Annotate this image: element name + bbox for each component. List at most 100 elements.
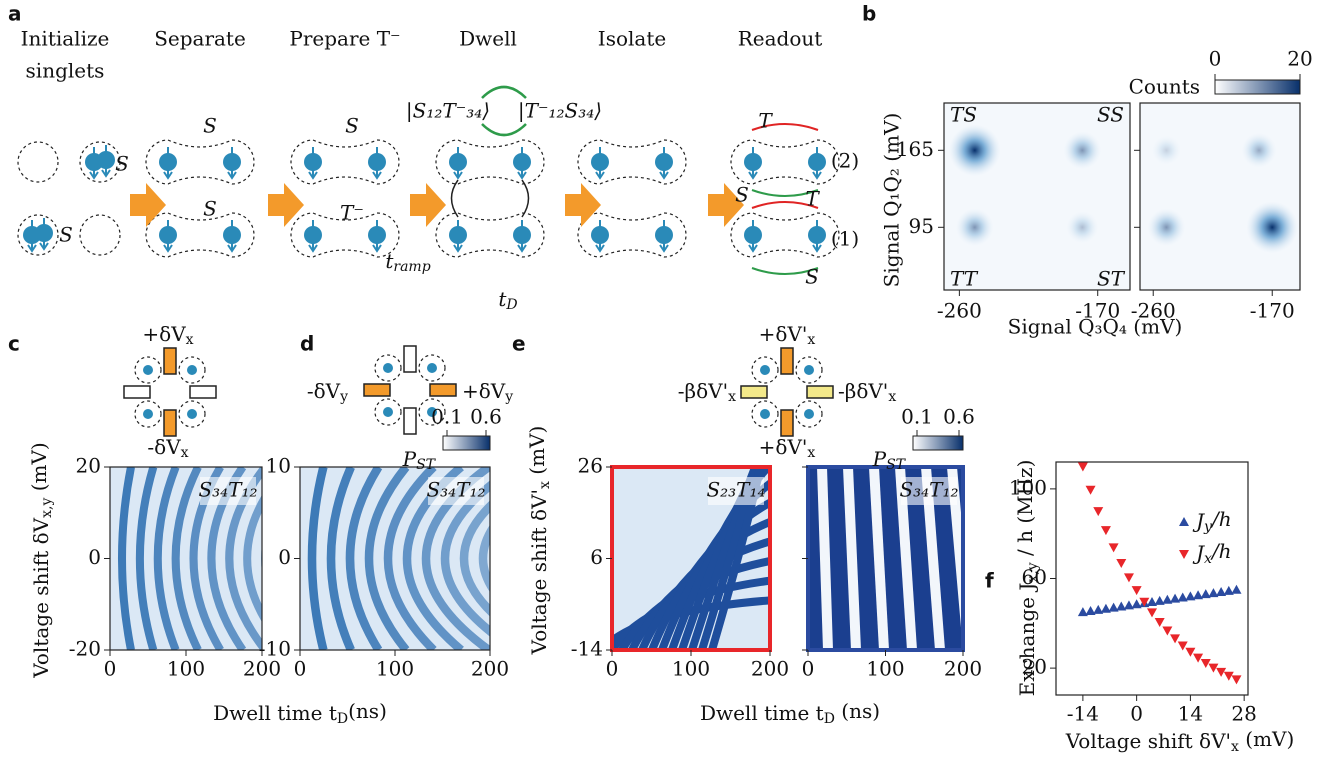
data-point xyxy=(1108,602,1119,612)
spin xyxy=(804,365,814,375)
data-point xyxy=(1231,675,1242,685)
inset-label: S₃₄T₁₂ xyxy=(899,478,958,502)
y-axis-label: Exchange Jx,y / h (MHz) xyxy=(1012,460,1041,697)
y-axis-label-part: x,y xyxy=(39,498,55,518)
panel-label: e xyxy=(512,332,526,356)
x-tick-label: -14 xyxy=(1067,702,1099,726)
count-spot xyxy=(1151,135,1182,166)
gate xyxy=(363,383,391,397)
inset-box xyxy=(200,477,256,505)
gate-label: -δVx xyxy=(147,435,188,461)
gate xyxy=(403,345,417,373)
corner-label: TT xyxy=(950,267,979,291)
corner-label: SS xyxy=(1097,103,1124,127)
gate-label: +δVx xyxy=(142,322,193,348)
gate-label: +δV'x xyxy=(759,435,816,461)
y-axis-label-part: Voltage shift δV xyxy=(29,517,53,678)
double-dot xyxy=(145,139,255,185)
x-tick-label: 0 xyxy=(294,657,307,681)
data-point xyxy=(1085,485,1096,495)
colorbar-tick-label: 0.1 xyxy=(901,405,933,429)
dot-outline xyxy=(418,398,446,426)
spin-arrow xyxy=(812,147,822,180)
dot-outline xyxy=(418,354,446,382)
data-point xyxy=(1193,653,1204,663)
spin-arrow xyxy=(163,220,173,253)
corner-label: TS xyxy=(950,103,977,127)
spin-arrow xyxy=(372,147,382,180)
data-point xyxy=(1170,634,1181,644)
inset-box xyxy=(708,477,764,505)
gate xyxy=(123,385,151,399)
step-arrow xyxy=(130,183,166,227)
y-axis-label-part: / h (MHz) xyxy=(1012,460,1036,563)
data-point xyxy=(1185,647,1196,657)
annotation: tramp xyxy=(385,249,430,275)
y-tick-label: 10 xyxy=(266,454,291,478)
x-tick-label: 200 xyxy=(243,657,281,681)
x-tick-label: 200 xyxy=(471,657,509,681)
transition-arrow xyxy=(751,189,819,197)
y-tick-label: -20 xyxy=(69,637,101,661)
x-axis-label-part: (ns) xyxy=(348,698,387,722)
colorbar-label-part: ST xyxy=(416,457,437,473)
spin xyxy=(383,363,393,373)
spin-arrow xyxy=(748,220,758,253)
fringe xyxy=(817,467,833,650)
x-axis-label: Voltage shift δV'x (mV) xyxy=(1065,726,1295,755)
data-point xyxy=(1147,597,1157,607)
data-point xyxy=(1147,608,1157,618)
annotation: S xyxy=(345,114,359,138)
y-axis-label-part: x xyxy=(537,481,553,489)
annotation: T⁻ xyxy=(340,201,364,225)
annotation: T xyxy=(805,187,820,211)
data-point xyxy=(1100,603,1111,613)
colorbar-label: PST xyxy=(872,447,907,473)
gate-label-part: +δV xyxy=(142,322,186,346)
panel-label: d xyxy=(300,332,314,356)
colorbar-label: Counts xyxy=(1129,75,1200,99)
fringe xyxy=(345,467,383,650)
fringe xyxy=(326,467,355,650)
spin-arrow xyxy=(659,220,669,253)
step-label: Initialize xyxy=(21,27,110,51)
spin-arrow xyxy=(595,147,605,180)
fringe xyxy=(383,467,437,650)
y-axis-label: Voltage shift δV'x (mV) xyxy=(524,426,553,656)
gate-label-part: x xyxy=(807,332,815,348)
double-dot xyxy=(435,212,545,258)
double-dot xyxy=(730,139,840,185)
dot-outline xyxy=(134,400,162,428)
data-point xyxy=(1185,591,1196,601)
x-tick-label: 100 xyxy=(167,657,205,681)
colorbar-label: PST xyxy=(402,447,437,473)
gate-label-part: -βδV' xyxy=(678,379,728,403)
step-arrow xyxy=(410,183,446,227)
fringe xyxy=(843,467,861,650)
x-tick-label: 100 xyxy=(866,657,904,681)
x-tick-label: 200 xyxy=(944,657,982,681)
dot-outline xyxy=(751,356,779,384)
annotation: S xyxy=(805,265,819,289)
step-label: singlets xyxy=(26,59,105,83)
data-point xyxy=(1154,595,1165,605)
dot-outline xyxy=(79,214,121,256)
y-tick-label: 0 xyxy=(278,545,291,569)
y-tick-label: 60 xyxy=(1022,565,1047,589)
y-tick-label: 26 xyxy=(578,454,603,478)
legend-label-part: J xyxy=(1192,509,1205,533)
ket: |S₁₂T⁻₃₄⟩ xyxy=(406,99,490,124)
data-point xyxy=(1123,573,1134,583)
gate xyxy=(163,347,177,375)
data-point xyxy=(1162,626,1173,636)
spin-arrow xyxy=(453,147,463,180)
count-spot xyxy=(1246,201,1299,254)
x-tick-label: -260 xyxy=(937,299,982,323)
step-label: Readout xyxy=(738,27,823,51)
spin-arrow xyxy=(595,220,605,253)
fringe xyxy=(135,467,158,650)
colorbar xyxy=(442,435,491,451)
fringe xyxy=(688,467,760,650)
data-point xyxy=(1177,641,1188,651)
